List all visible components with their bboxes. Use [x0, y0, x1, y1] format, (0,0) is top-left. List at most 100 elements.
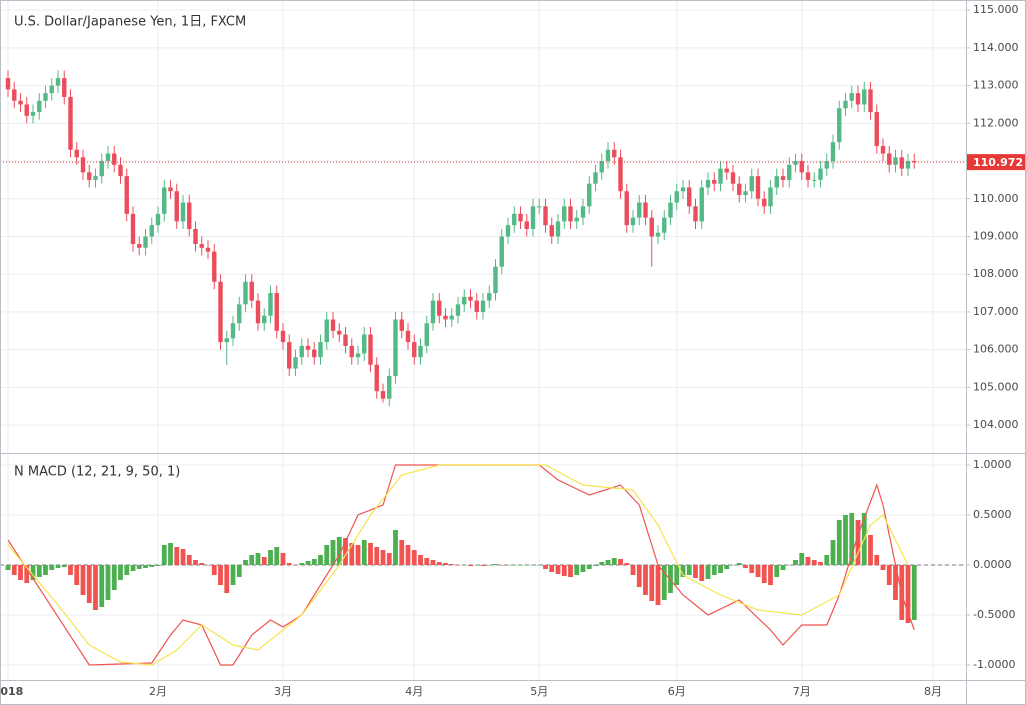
- x-tick-label: 5月: [530, 685, 548, 698]
- histogram-bar: [549, 565, 555, 572]
- histogram-bar: [536, 565, 542, 566]
- histogram-bar: [186, 555, 192, 565]
- histogram-bar: [736, 563, 742, 565]
- histogram-bar: [668, 565, 673, 593]
- y-tick-label: 0.0000: [973, 558, 1012, 571]
- candle-body: [824, 161, 829, 169]
- histogram-bar: [311, 559, 317, 565]
- histogram-bar: [624, 563, 630, 565]
- histogram-bar: [799, 553, 805, 565]
- histogram-bar: [155, 565, 161, 566]
- candle-body: [593, 172, 598, 184]
- histogram-bar: [480, 565, 486, 566]
- histogram-bar: [518, 565, 523, 566]
- histogram-bar: [343, 538, 348, 565]
- candle-body: [149, 225, 154, 237]
- histogram-bar: [868, 535, 873, 565]
- x-tick-label: 7月: [793, 685, 811, 698]
- candle-body: [462, 296, 467, 305]
- candle-body: [724, 168, 729, 173]
- candle-body: [324, 319, 329, 343]
- histogram-bar: [730, 565, 736, 566]
- candle-body: [530, 206, 536, 229]
- histogram-bar: [774, 565, 780, 577]
- candle-body: [912, 161, 917, 163]
- histogram-bar: [543, 565, 548, 569]
- y-tick-label: 0.5000: [973, 508, 1012, 521]
- histogram-bar: [199, 563, 205, 565]
- candle-body: [874, 112, 879, 146]
- candle-body: [5, 78, 11, 90]
- histogram-bar: [511, 565, 517, 566]
- histogram-bar: [243, 560, 248, 565]
- candle-body: [612, 149, 617, 158]
- histogram-bar: [443, 563, 448, 565]
- candle-body: [30, 112, 36, 116]
- candle-body: [805, 172, 811, 180]
- candle-body: [837, 108, 842, 143]
- histogram-bar: [468, 565, 473, 566]
- histogram-bar: [105, 565, 111, 600]
- candle-body: [12, 89, 17, 101]
- histogram-bar: [224, 565, 230, 593]
- candle-body: [712, 179, 717, 184]
- histogram-bar: [805, 557, 811, 565]
- candle-body: [430, 300, 436, 324]
- histogram-bar: [430, 560, 436, 565]
- x-tick-label: 3月: [274, 685, 292, 698]
- histogram-bar: [230, 565, 236, 585]
- candle-body: [618, 157, 623, 192]
- candle-body: [49, 85, 54, 94]
- histogram-bar: [593, 565, 598, 566]
- candle-body: [880, 145, 886, 154]
- candle-body: [212, 251, 217, 282]
- candle-body: [74, 149, 79, 158]
- histogram-bar: [743, 565, 748, 568]
- histogram-bar: [349, 543, 355, 565]
- candle-body: [387, 376, 392, 399]
- histogram-bar: [674, 565, 680, 585]
- x-tick-label: 2月: [149, 685, 167, 698]
- y-tick-label: 112.000: [973, 116, 1019, 129]
- histogram-bar: [405, 545, 411, 565]
- histogram-bar: [599, 562, 605, 565]
- histogram-bar: [111, 565, 117, 590]
- histogram-bar: [305, 561, 311, 565]
- candle-body: [130, 213, 136, 245]
- candle-body: [793, 161, 798, 165]
- histogram-bar: [693, 565, 698, 578]
- histogram-bar: [43, 565, 48, 575]
- candle-body: [743, 191, 748, 196]
- y-tick-label: 114.000: [973, 41, 1019, 54]
- candle-body: [512, 213, 517, 226]
- histogram-bar: [749, 565, 755, 573]
- candle-body: [199, 244, 204, 248]
- histogram-bar: [249, 555, 255, 565]
- candle-body: [87, 172, 92, 180]
- candle-body: [518, 213, 523, 222]
- histogram-bar: [849, 513, 855, 565]
- candle-body: [843, 100, 848, 109]
- candle-body: [505, 225, 511, 237]
- candle-body: [624, 191, 629, 226]
- histogram-bar: [768, 565, 773, 585]
- candle-body: [249, 281, 254, 301]
- candle-body: [687, 187, 692, 207]
- histogram-bar: [318, 555, 323, 565]
- candle-body: [768, 187, 773, 207]
- histogram-bar: [855, 520, 861, 565]
- candle-body: [230, 323, 236, 339]
- candle-body: [43, 93, 48, 101]
- histogram-bar: [280, 553, 286, 565]
- candle-body: [299, 345, 304, 358]
- candle-body: [37, 100, 42, 113]
- histogram-bar: [99, 565, 105, 607]
- histogram-bar: [124, 565, 130, 575]
- candle-body: [524, 221, 529, 229]
- histogram-bar: [218, 565, 223, 585]
- candle-body: [137, 244, 142, 248]
- x-tick-label: 8月: [924, 685, 942, 698]
- candle-body: [262, 315, 267, 324]
